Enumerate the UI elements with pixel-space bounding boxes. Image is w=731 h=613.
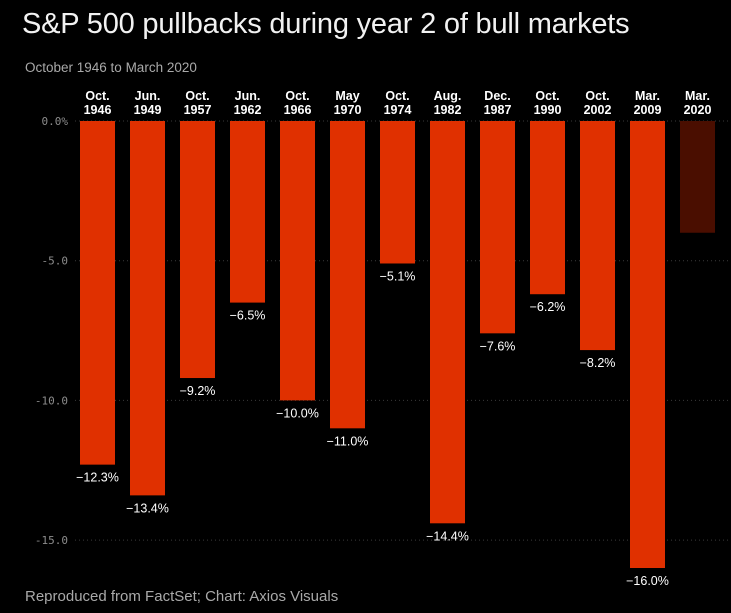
x-category-label: Oct. <box>585 89 609 103</box>
data-label: −8.2% <box>580 356 616 370</box>
y-tick-label: 0.0% <box>42 115 69 128</box>
data-label: −13.4% <box>126 501 169 515</box>
data-label: −11.0% <box>327 434 369 448</box>
bar <box>280 121 315 401</box>
bar <box>430 121 465 524</box>
chart-subtitle: October 1946 to March 2020 <box>25 60 197 75</box>
x-category-label: Oct. <box>85 89 109 103</box>
data-label: −9.2% <box>180 384 216 398</box>
chart-title: S&P 500 pullbacks during year 2 of bull … <box>22 8 630 40</box>
x-category-label: 1962 <box>234 103 262 117</box>
bar <box>80 121 115 465</box>
x-category-label: Mar. <box>635 89 660 103</box>
data-label: −14.4% <box>426 529 469 543</box>
x-category-label: Aug. <box>434 89 462 103</box>
data-label: −10.0% <box>276 406 319 420</box>
x-category-label: 2009 <box>634 103 662 117</box>
x-category-label: 1987 <box>484 103 512 117</box>
bar <box>380 121 415 264</box>
bar <box>530 121 565 295</box>
x-category-label: 1957 <box>184 103 212 117</box>
x-category-label: Jun. <box>135 89 161 103</box>
data-label: −5.1% <box>380 269 416 283</box>
bar <box>130 121 165 496</box>
y-tick-label: -5.0 <box>42 255 69 268</box>
x-category-label: 2002 <box>584 103 612 117</box>
x-category-label: Oct. <box>285 89 309 103</box>
data-label: −6.2% <box>530 300 566 314</box>
bar <box>480 121 515 334</box>
x-category-label: Oct. <box>185 89 209 103</box>
x-category-label: 1970 <box>334 103 362 117</box>
x-category-label: 1949 <box>134 103 162 117</box>
bar <box>230 121 265 303</box>
x-category-label: 1946 <box>84 103 112 117</box>
source-note: Reproduced from FactSet; Chart: Axios Vi… <box>25 588 339 605</box>
bar <box>180 121 215 379</box>
x-category-label: 2020 <box>684 103 712 117</box>
y-tick-label: -10.0 <box>35 394 68 407</box>
data-label: −7.6% <box>480 339 516 353</box>
bar <box>680 121 715 233</box>
x-category-label: 1982 <box>434 103 462 117</box>
data-label: −6.5% <box>230 309 266 323</box>
x-category-label: May <box>335 89 359 103</box>
x-category-label: 1974 <box>384 103 412 117</box>
x-category-label: 1966 <box>284 103 312 117</box>
y-tick-label: -15.0 <box>35 534 68 547</box>
data-label: −16.0% <box>626 574 669 588</box>
x-category-label: 1990 <box>534 103 562 117</box>
bar <box>330 121 365 429</box>
x-category-label: Oct. <box>535 89 559 103</box>
bar <box>580 121 615 351</box>
x-category-label: Mar. <box>685 89 710 103</box>
bar <box>630 121 665 568</box>
data-label: −12.3% <box>76 471 119 485</box>
x-category-label: Jun. <box>235 89 261 103</box>
x-category-label: Dec. <box>484 89 510 103</box>
x-category-label: Oct. <box>385 89 409 103</box>
